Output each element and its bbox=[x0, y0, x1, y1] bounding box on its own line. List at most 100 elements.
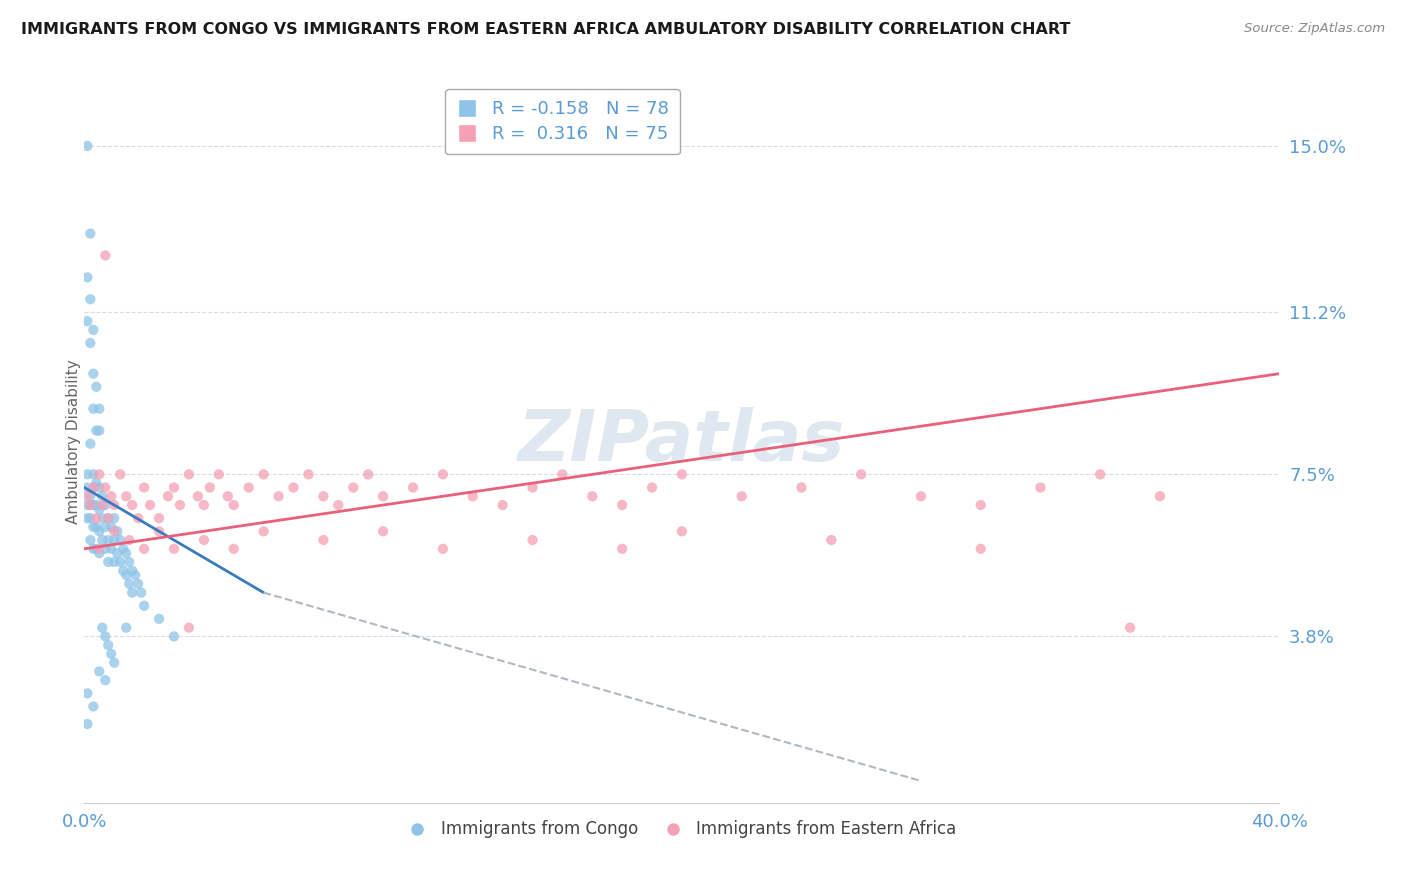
Point bbox=[121, 498, 143, 512]
Point bbox=[208, 467, 231, 482]
Point bbox=[970, 541, 993, 556]
Point bbox=[169, 498, 191, 512]
Point bbox=[76, 467, 98, 482]
Point bbox=[100, 541, 122, 556]
Point bbox=[89, 401, 111, 416]
Point bbox=[76, 511, 98, 525]
Point bbox=[641, 481, 664, 495]
Point bbox=[851, 467, 873, 482]
Point bbox=[222, 498, 245, 512]
Point bbox=[79, 533, 101, 547]
Point bbox=[82, 699, 104, 714]
Point bbox=[94, 481, 117, 495]
Point bbox=[432, 467, 454, 482]
Point bbox=[89, 541, 111, 556]
Point bbox=[115, 489, 138, 503]
Point bbox=[94, 673, 117, 688]
Point bbox=[82, 401, 104, 416]
Point bbox=[127, 511, 149, 525]
Point bbox=[139, 498, 162, 512]
Point bbox=[373, 524, 395, 539]
Point bbox=[103, 656, 125, 670]
Point bbox=[267, 489, 290, 503]
Point bbox=[148, 511, 170, 525]
Point bbox=[118, 577, 141, 591]
Point bbox=[89, 546, 111, 560]
Point bbox=[94, 629, 117, 643]
Legend: Immigrants from Congo, Immigrants from Eastern Africa: Immigrants from Congo, Immigrants from E… bbox=[401, 814, 963, 845]
Point bbox=[790, 481, 813, 495]
Point bbox=[1090, 467, 1112, 482]
Point bbox=[112, 541, 135, 556]
Point bbox=[461, 489, 484, 503]
Point bbox=[82, 481, 104, 495]
Point bbox=[357, 467, 380, 482]
Point bbox=[157, 489, 180, 503]
Point bbox=[100, 647, 122, 661]
Point bbox=[129, 585, 152, 599]
Point bbox=[1149, 489, 1171, 503]
Point bbox=[91, 489, 114, 503]
Point bbox=[86, 520, 108, 534]
Point bbox=[97, 511, 120, 525]
Point bbox=[94, 520, 117, 534]
Point bbox=[82, 541, 104, 556]
Point bbox=[91, 621, 114, 635]
Point bbox=[89, 481, 111, 495]
Point bbox=[91, 533, 114, 547]
Point bbox=[1029, 481, 1052, 495]
Point bbox=[110, 533, 132, 547]
Point bbox=[100, 489, 122, 503]
Point bbox=[432, 541, 454, 556]
Point bbox=[193, 533, 215, 547]
Point bbox=[79, 511, 101, 525]
Point bbox=[522, 533, 544, 547]
Point bbox=[86, 424, 108, 438]
Point bbox=[177, 467, 200, 482]
Point bbox=[86, 498, 108, 512]
Point bbox=[671, 524, 693, 539]
Point bbox=[1119, 621, 1142, 635]
Point bbox=[187, 489, 209, 503]
Point bbox=[82, 367, 104, 381]
Point bbox=[148, 612, 170, 626]
Point bbox=[820, 533, 842, 547]
Point bbox=[112, 564, 135, 578]
Point bbox=[492, 498, 515, 512]
Point bbox=[110, 555, 132, 569]
Point bbox=[76, 498, 98, 512]
Point bbox=[581, 489, 603, 503]
Point bbox=[253, 524, 276, 539]
Point bbox=[86, 541, 108, 556]
Point bbox=[312, 489, 335, 503]
Point bbox=[283, 481, 305, 495]
Point bbox=[103, 498, 125, 512]
Point bbox=[328, 498, 350, 512]
Point bbox=[79, 292, 101, 306]
Point bbox=[177, 621, 200, 635]
Point bbox=[671, 467, 693, 482]
Point bbox=[97, 638, 120, 652]
Point bbox=[86, 511, 108, 525]
Text: IMMIGRANTS FROM CONGO VS IMMIGRANTS FROM EASTERN AFRICA AMBULATORY DISABILITY CO: IMMIGRANTS FROM CONGO VS IMMIGRANTS FROM… bbox=[21, 22, 1070, 37]
Point bbox=[86, 476, 108, 491]
Point bbox=[105, 524, 128, 539]
Point bbox=[193, 498, 215, 512]
Point bbox=[97, 511, 120, 525]
Point bbox=[163, 541, 186, 556]
Point bbox=[132, 481, 156, 495]
Point bbox=[94, 498, 117, 512]
Point bbox=[551, 467, 574, 482]
Point bbox=[297, 467, 319, 482]
Point bbox=[253, 467, 276, 482]
Point bbox=[612, 498, 634, 512]
Y-axis label: Ambulatory Disability: Ambulatory Disability bbox=[66, 359, 80, 524]
Point bbox=[731, 489, 754, 503]
Point bbox=[91, 511, 114, 525]
Point bbox=[82, 467, 104, 482]
Point bbox=[312, 533, 335, 547]
Point bbox=[76, 686, 98, 700]
Point bbox=[82, 498, 104, 512]
Point bbox=[94, 541, 117, 556]
Point bbox=[89, 665, 111, 679]
